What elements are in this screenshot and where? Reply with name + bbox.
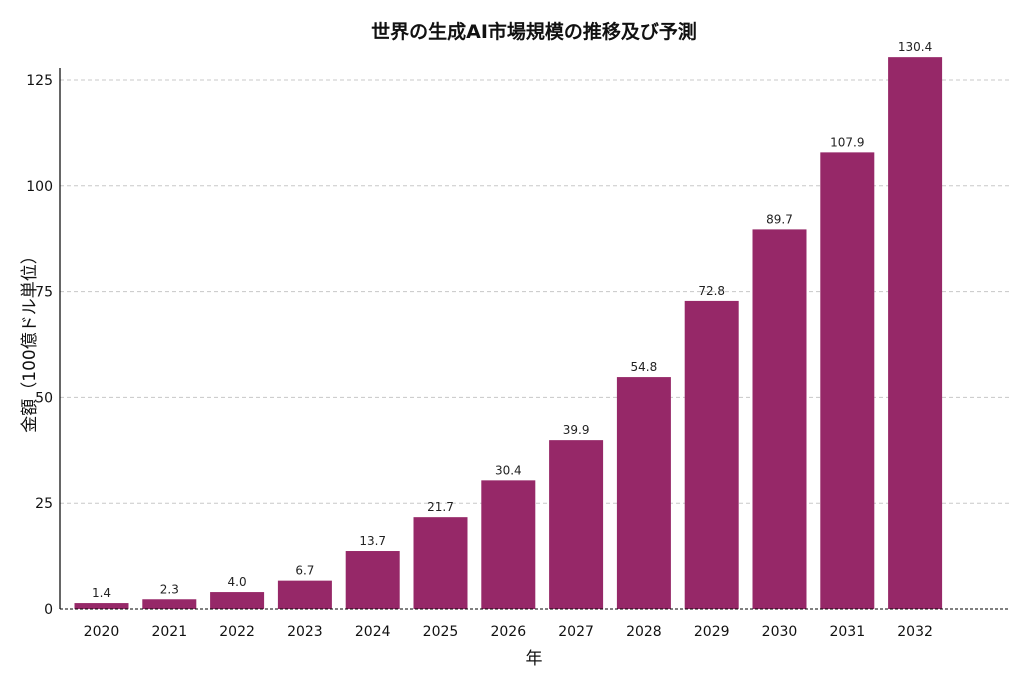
data-label-2024: 13.7 — [359, 534, 386, 548]
y-tick-label: 0 — [44, 602, 53, 618]
data-label-2026: 30.4 — [495, 463, 522, 477]
y-tick-label: 50 — [35, 390, 53, 406]
bar-2030 — [752, 229, 807, 610]
x-tick-labels: 2020 2021 2022 2023 2024 2025 2026 2027 2028 2029… — [84, 624, 933, 640]
x-tick-label: 2024 — [355, 624, 391, 640]
data-label-2032: 130.4 — [898, 40, 932, 54]
y-tick-label: 25 — [35, 496, 53, 512]
data-label-2023: 6.7 — [295, 564, 314, 578]
x-tick-label: 2030 — [762, 624, 798, 640]
y-tick-labels: 0 25 50 75 100 125 — [26, 73, 53, 618]
data-label-2022: 4.0 — [228, 575, 247, 589]
data-labels: 1.4 2.3 4.0 6.7 13.7 21.7 30.4 39.9 54.8 72.8 89.7… — [92, 40, 932, 600]
bar-2023 — [277, 580, 332, 609]
x-tick-label: 2029 — [694, 624, 730, 640]
bar-2027 — [549, 440, 604, 609]
x-tick-label: 2031 — [829, 624, 865, 640]
y-tick-label: 75 — [35, 285, 53, 301]
x-tick-label: 2026 — [490, 624, 526, 640]
axes — [59, 68, 1010, 610]
data-label-2030: 89.7 — [766, 212, 793, 226]
data-label-2031: 107.9 — [830, 135, 864, 149]
x-tick-label: 2022 — [219, 624, 255, 640]
data-label-2028: 54.8 — [631, 360, 658, 374]
x-tick-label: 2021 — [151, 624, 187, 640]
y-tick-label: 125 — [26, 73, 53, 89]
bar-2020 — [74, 603, 129, 609]
bar-2026 — [481, 480, 536, 609]
bars — [74, 57, 943, 610]
data-label-2021: 2.3 — [160, 582, 179, 596]
x-tick-label: 2027 — [558, 624, 594, 640]
x-tick-label: 2023 — [287, 624, 323, 640]
x-axis-title: 年 — [526, 649, 543, 669]
bar-2028 — [616, 377, 671, 609]
bar-2029 — [684, 300, 739, 609]
bar-2024 — [345, 551, 400, 609]
x-tick-label: 2032 — [897, 624, 933, 640]
bar-2021 — [142, 599, 197, 609]
bar-2025 — [413, 517, 468, 609]
x-tick-label: 2020 — [84, 624, 120, 640]
y-tick-label: 100 — [26, 179, 53, 195]
bar-2031 — [820, 152, 875, 610]
data-label-2020: 1.4 — [92, 586, 111, 600]
data-label-2025: 21.7 — [427, 500, 454, 514]
chart-title: 世界の生成AI市場規模の推移及び予測 — [371, 20, 697, 43]
y-axis-title: 金額（100億ドル単位） — [20, 247, 40, 432]
data-label-2029: 72.8 — [698, 284, 725, 298]
data-label-2027: 39.9 — [563, 423, 590, 437]
bar-2022 — [210, 592, 265, 609]
x-tick-label: 2028 — [626, 624, 662, 640]
bar-2032 — [888, 57, 943, 609]
x-tick-label: 2025 — [423, 624, 459, 640]
